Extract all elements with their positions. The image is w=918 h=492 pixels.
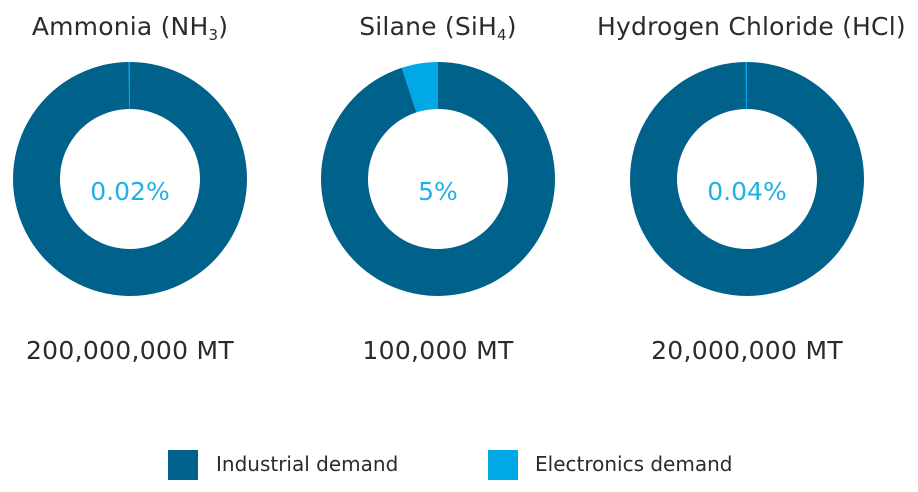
- donut-slice-industrial-demand: [630, 62, 865, 296]
- center-label-ammonia: 0.02%: [90, 177, 170, 206]
- chart-title-hcl: Hydrogen Chloride (HCl): [597, 12, 906, 41]
- donut-slice-electronics-demand: [401, 62, 438, 113]
- legend-label-industrial: Industrial demand: [216, 452, 399, 476]
- donut-chart-hcl: [630, 62, 865, 296]
- chart-title-ammonia: Ammonia (NH3): [31, 12, 229, 44]
- volume-label-ammonia: 200,000,000 MT: [25, 336, 235, 365]
- donut-panel-ammonia: Ammonia (NH3) 0.02% 200,000,000 MT: [0, 0, 280, 400]
- donut-chart-ammonia: [13, 62, 248, 296]
- donut-slice-industrial-demand: [13, 62, 248, 296]
- center-label-silane: 5%: [418, 177, 458, 206]
- legend-swatch-industrial: [168, 450, 198, 480]
- legend-swatch-electronics: [488, 450, 518, 480]
- legend-label-electronics: Electronics demand: [535, 452, 733, 476]
- donut-panel-silane: Silane (SiH4) 5% 100,000 MT: [288, 0, 588, 400]
- volume-label-hcl: 20,000,000 MT: [651, 336, 843, 365]
- chart-title-silane: Silane (SiH4): [359, 12, 517, 44]
- volume-label-silane: 100,000 MT: [362, 336, 514, 365]
- donut-slice-electronics-demand: [745, 62, 747, 110]
- donut-chart-silane: [321, 62, 555, 296]
- center-label-hcl: 0.04%: [707, 177, 787, 206]
- donut-slice-electronics-demand: [128, 62, 130, 110]
- donut-panel-hcl: Hydrogen Chloride (HCl) 0.04% 20,000,000…: [597, 0, 906, 400]
- donut-slice-industrial-demand: [321, 62, 555, 296]
